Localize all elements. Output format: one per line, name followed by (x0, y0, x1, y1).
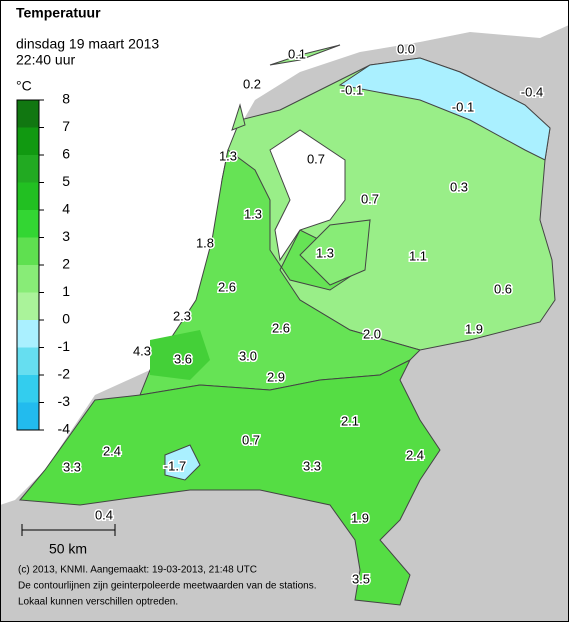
colorbar-segment (17, 237, 39, 265)
station-value: -0.1 (452, 99, 474, 114)
colorbar-segment (17, 100, 39, 128)
footer-line: Lokaal kunnen verschillen optreden. (18, 597, 178, 608)
station-value: 1.3 (316, 245, 334, 260)
time: 22:40 uur (16, 52, 75, 68)
station-value: 1.9 (465, 321, 483, 336)
station-value: 4.3 (133, 343, 151, 358)
station-value: 1.9 (351, 510, 369, 525)
station-value: 3.6 (174, 351, 192, 366)
tick-label: 3 (62, 228, 70, 244)
station-value: 0.7 (242, 432, 260, 447)
station-value: 3.3 (63, 459, 81, 474)
tick-label: -4 (58, 421, 71, 437)
colorbar-segment (17, 375, 39, 403)
tick-label: -3 (58, 393, 71, 409)
station-value: 0.2 (243, 76, 261, 91)
station-value: 2.9 (267, 369, 285, 384)
tick-label: 8 (62, 91, 70, 107)
date: dinsdag 19 maart 2013 (16, 36, 159, 52)
station-value: 1.8 (196, 235, 214, 250)
station-value: -0.1 (341, 82, 363, 97)
colorbar-segment (17, 347, 39, 375)
station-value: 2.3 (173, 308, 191, 323)
tick-label: -2 (58, 366, 71, 382)
station-value: 2.4 (103, 443, 121, 458)
colorbar-segment (17, 320, 39, 348)
station-value: 1.3 (219, 148, 237, 163)
island (269, 44, 341, 66)
colorbar-segment (17, 210, 39, 238)
station-value: 0.0 (397, 41, 415, 56)
land-warm (150, 330, 210, 380)
colorbar-segment (17, 182, 39, 210)
tick-label: 4 (62, 201, 70, 217)
land-flevoland (299, 219, 371, 286)
station-value: 3.3 (303, 458, 321, 473)
colorbar-segment (17, 155, 39, 183)
tick-label: 5 (62, 173, 70, 189)
station-value: -1.7 (164, 458, 186, 473)
lake-ijsselmeer (269, 129, 346, 262)
colorbar-segment (17, 292, 39, 320)
colorbar-segment (17, 265, 39, 293)
footer-line: (c) 2013, KNMI. Aangemaakt: 19-03-2013, … (18, 565, 257, 576)
tick-label: 0 (62, 311, 70, 327)
land-south (19, 358, 441, 606)
station-value: 0.3 (450, 179, 468, 194)
station-value: 0.4 (95, 507, 113, 522)
station-value: 0.7 (361, 191, 379, 206)
land-frost (338, 57, 551, 161)
tick-label: 6 (62, 146, 70, 162)
station-value: 1.3 (244, 206, 262, 221)
station-value: 2.6 (218, 279, 236, 294)
footer-line: De contourlijnen zijn geinterpoleerde me… (18, 581, 317, 592)
title: Temperatuur (16, 5, 101, 21)
station-value: 2.0 (363, 326, 381, 341)
station-value: 3.0 (239, 348, 257, 363)
island (231, 103, 246, 131)
station-value: 0.1 (288, 46, 306, 61)
tick-label: 2 (62, 256, 70, 272)
station-value: 0.6 (494, 281, 512, 296)
tick-label: -1 (58, 338, 71, 354)
station-value: 2.4 (406, 447, 424, 462)
tick-label: 1 (62, 283, 70, 299)
station-value: 2.1 (341, 413, 359, 428)
station-value: 0.7 (307, 151, 325, 166)
station-value: 1.1 (409, 248, 427, 263)
station-value: -0.4 (521, 84, 543, 99)
colorbar-segment (17, 402, 39, 430)
station-value: 2.6 (272, 320, 290, 335)
sea (0, 0, 569, 505)
tick-label: 7 (62, 118, 70, 134)
station-value: 3.5 (352, 571, 370, 586)
colorbar-segment (17, 127, 39, 155)
legend-unit: °C (16, 78, 32, 94)
scale-label: 50 km (49, 541, 87, 557)
cold-spot (164, 444, 201, 481)
